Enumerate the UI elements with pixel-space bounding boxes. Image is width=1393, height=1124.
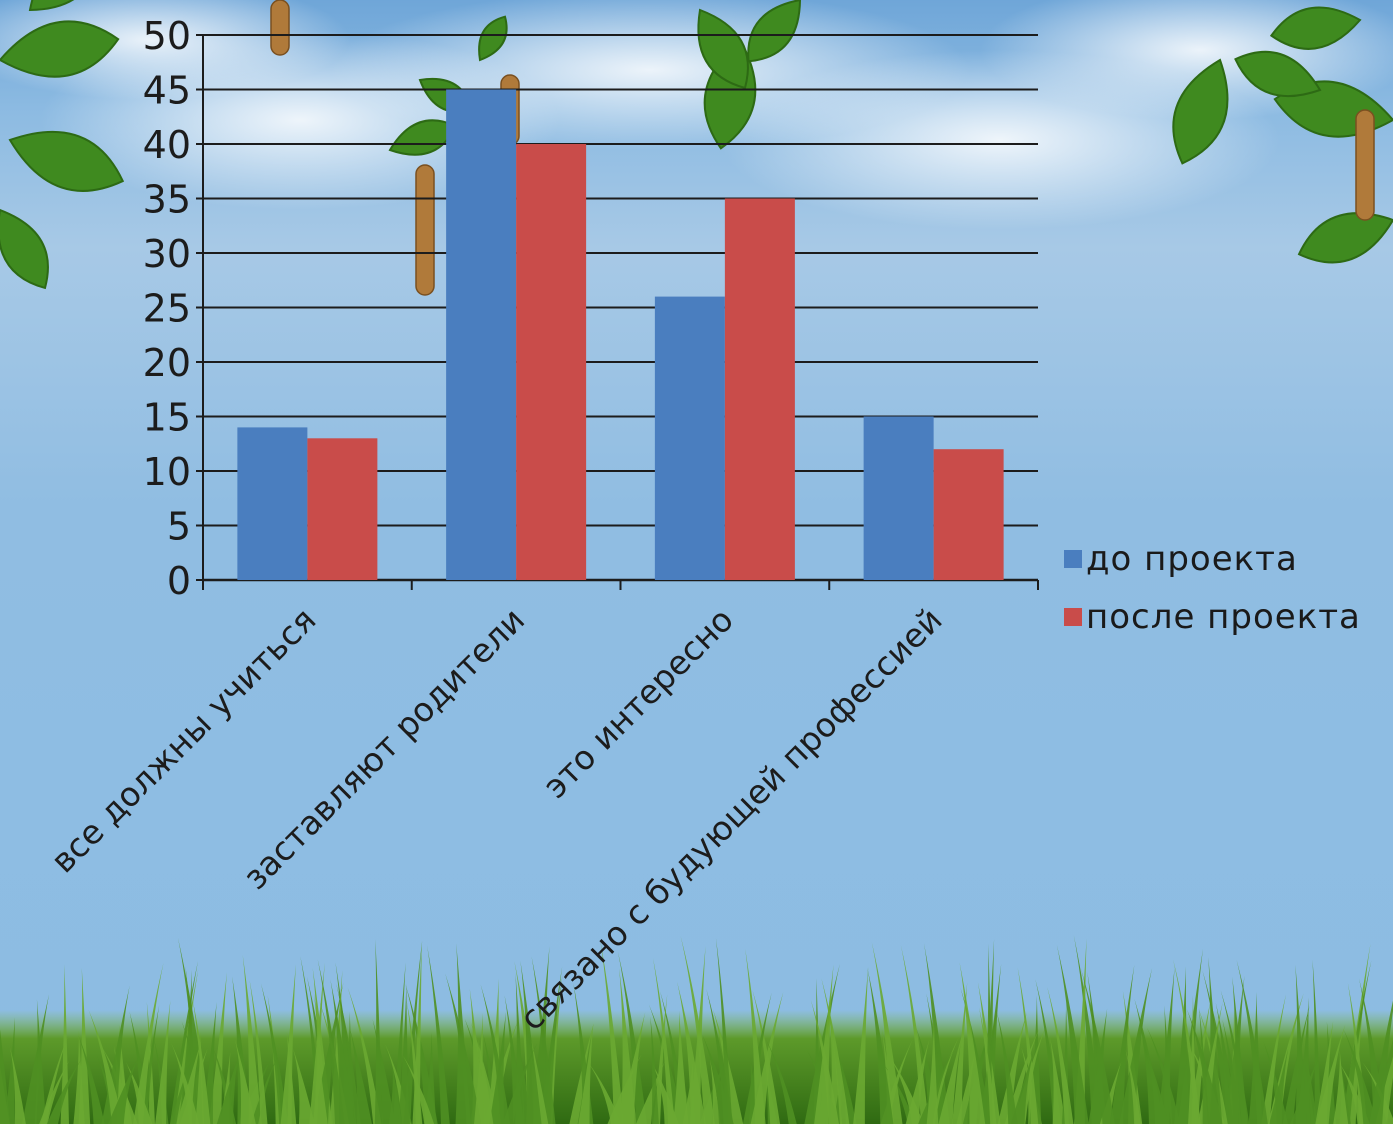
- y-tick-label-15: 15: [143, 396, 191, 440]
- y-tick-label-20: 20: [143, 341, 191, 385]
- y-tick-label-35: 35: [143, 178, 191, 222]
- bar-series-0-category-1: [446, 89, 517, 580]
- legend-swatch-series-0: [1064, 550, 1082, 568]
- legend-label-series-0: до проекта: [1086, 539, 1298, 579]
- bar-series-0-category-0: [237, 427, 308, 580]
- legend-item-series-0: до проекта: [1064, 530, 1361, 588]
- y-tick-label-45: 45: [143, 69, 191, 113]
- legend-item-series-1: после проекта: [1064, 588, 1361, 646]
- x-category-label-2: это интересно: [535, 600, 741, 806]
- y-tick-label-0: 0: [167, 559, 191, 603]
- legend-swatch-series-1: [1064, 608, 1082, 626]
- y-tick-label-30: 30: [143, 232, 191, 276]
- y-tick-label-50: 50: [143, 14, 191, 58]
- y-tick-label-10: 10: [143, 450, 191, 494]
- bar-series-1-category-2: [724, 198, 795, 580]
- bar-series-1-category-1: [516, 144, 587, 580]
- legend-label-series-1: после проекта: [1086, 597, 1361, 637]
- x-category-label-3: связано с будующей профессией: [512, 600, 950, 1038]
- bar-series-0-category-3: [863, 416, 934, 580]
- grass: [0, 935, 1393, 1124]
- y-tick-label-40: 40: [143, 123, 191, 167]
- bar-series-1-category-3: [933, 449, 1004, 580]
- birch-leaves: [0, 0, 1393, 296]
- chart-legend: до проекта после проекта: [1064, 530, 1361, 646]
- y-tick-label-5: 5: [167, 505, 191, 549]
- bar-series-0-category-2: [654, 296, 725, 580]
- y-tick-label-25: 25: [143, 287, 191, 331]
- bar-series-1-category-0: [307, 438, 378, 580]
